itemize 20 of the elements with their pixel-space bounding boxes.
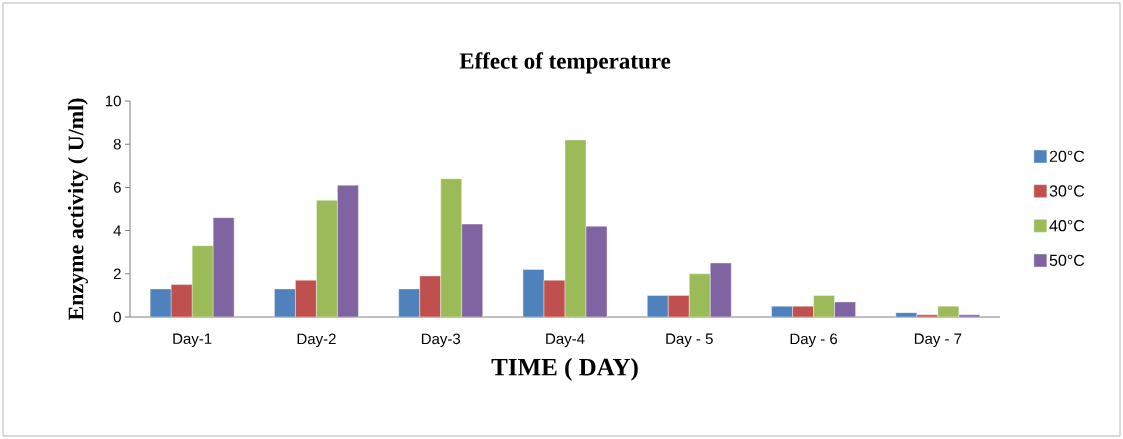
x-tick-label: Day-1 bbox=[173, 333, 212, 347]
x-tick-label: Day-3 bbox=[421, 333, 461, 348]
legend-label: 30°C bbox=[1049, 185, 1085, 197]
legend-label: 40°C bbox=[1049, 220, 1085, 232]
y-tick-label: 8 bbox=[113, 138, 121, 150]
x-axis-title: TIME ( DAY) bbox=[491, 357, 638, 381]
x-tick-label: Day-4 bbox=[546, 333, 585, 347]
legend-label: 20°C bbox=[1049, 150, 1085, 162]
x-tick-label: Day - 6 bbox=[790, 333, 838, 348]
y-tick-label: 6 bbox=[113, 182, 121, 193]
legend-label: 50°C bbox=[1049, 254, 1085, 266]
y-tick-label: 10 bbox=[105, 95, 121, 107]
chart-title: Effect of temperature bbox=[459, 52, 671, 74]
y-axis-title: Enzyme activity ( U/ml) bbox=[67, 98, 88, 321]
y-tick-label: 2 bbox=[113, 268, 121, 280]
x-tick-label: Day - 5 bbox=[666, 333, 713, 347]
x-tick-label: Day - 7 bbox=[914, 333, 962, 347]
x-tick-label: Day-2 bbox=[297, 333, 336, 348]
y-tick-label: 4 bbox=[113, 225, 122, 236]
y-tick-label: 0 bbox=[113, 311, 121, 323]
